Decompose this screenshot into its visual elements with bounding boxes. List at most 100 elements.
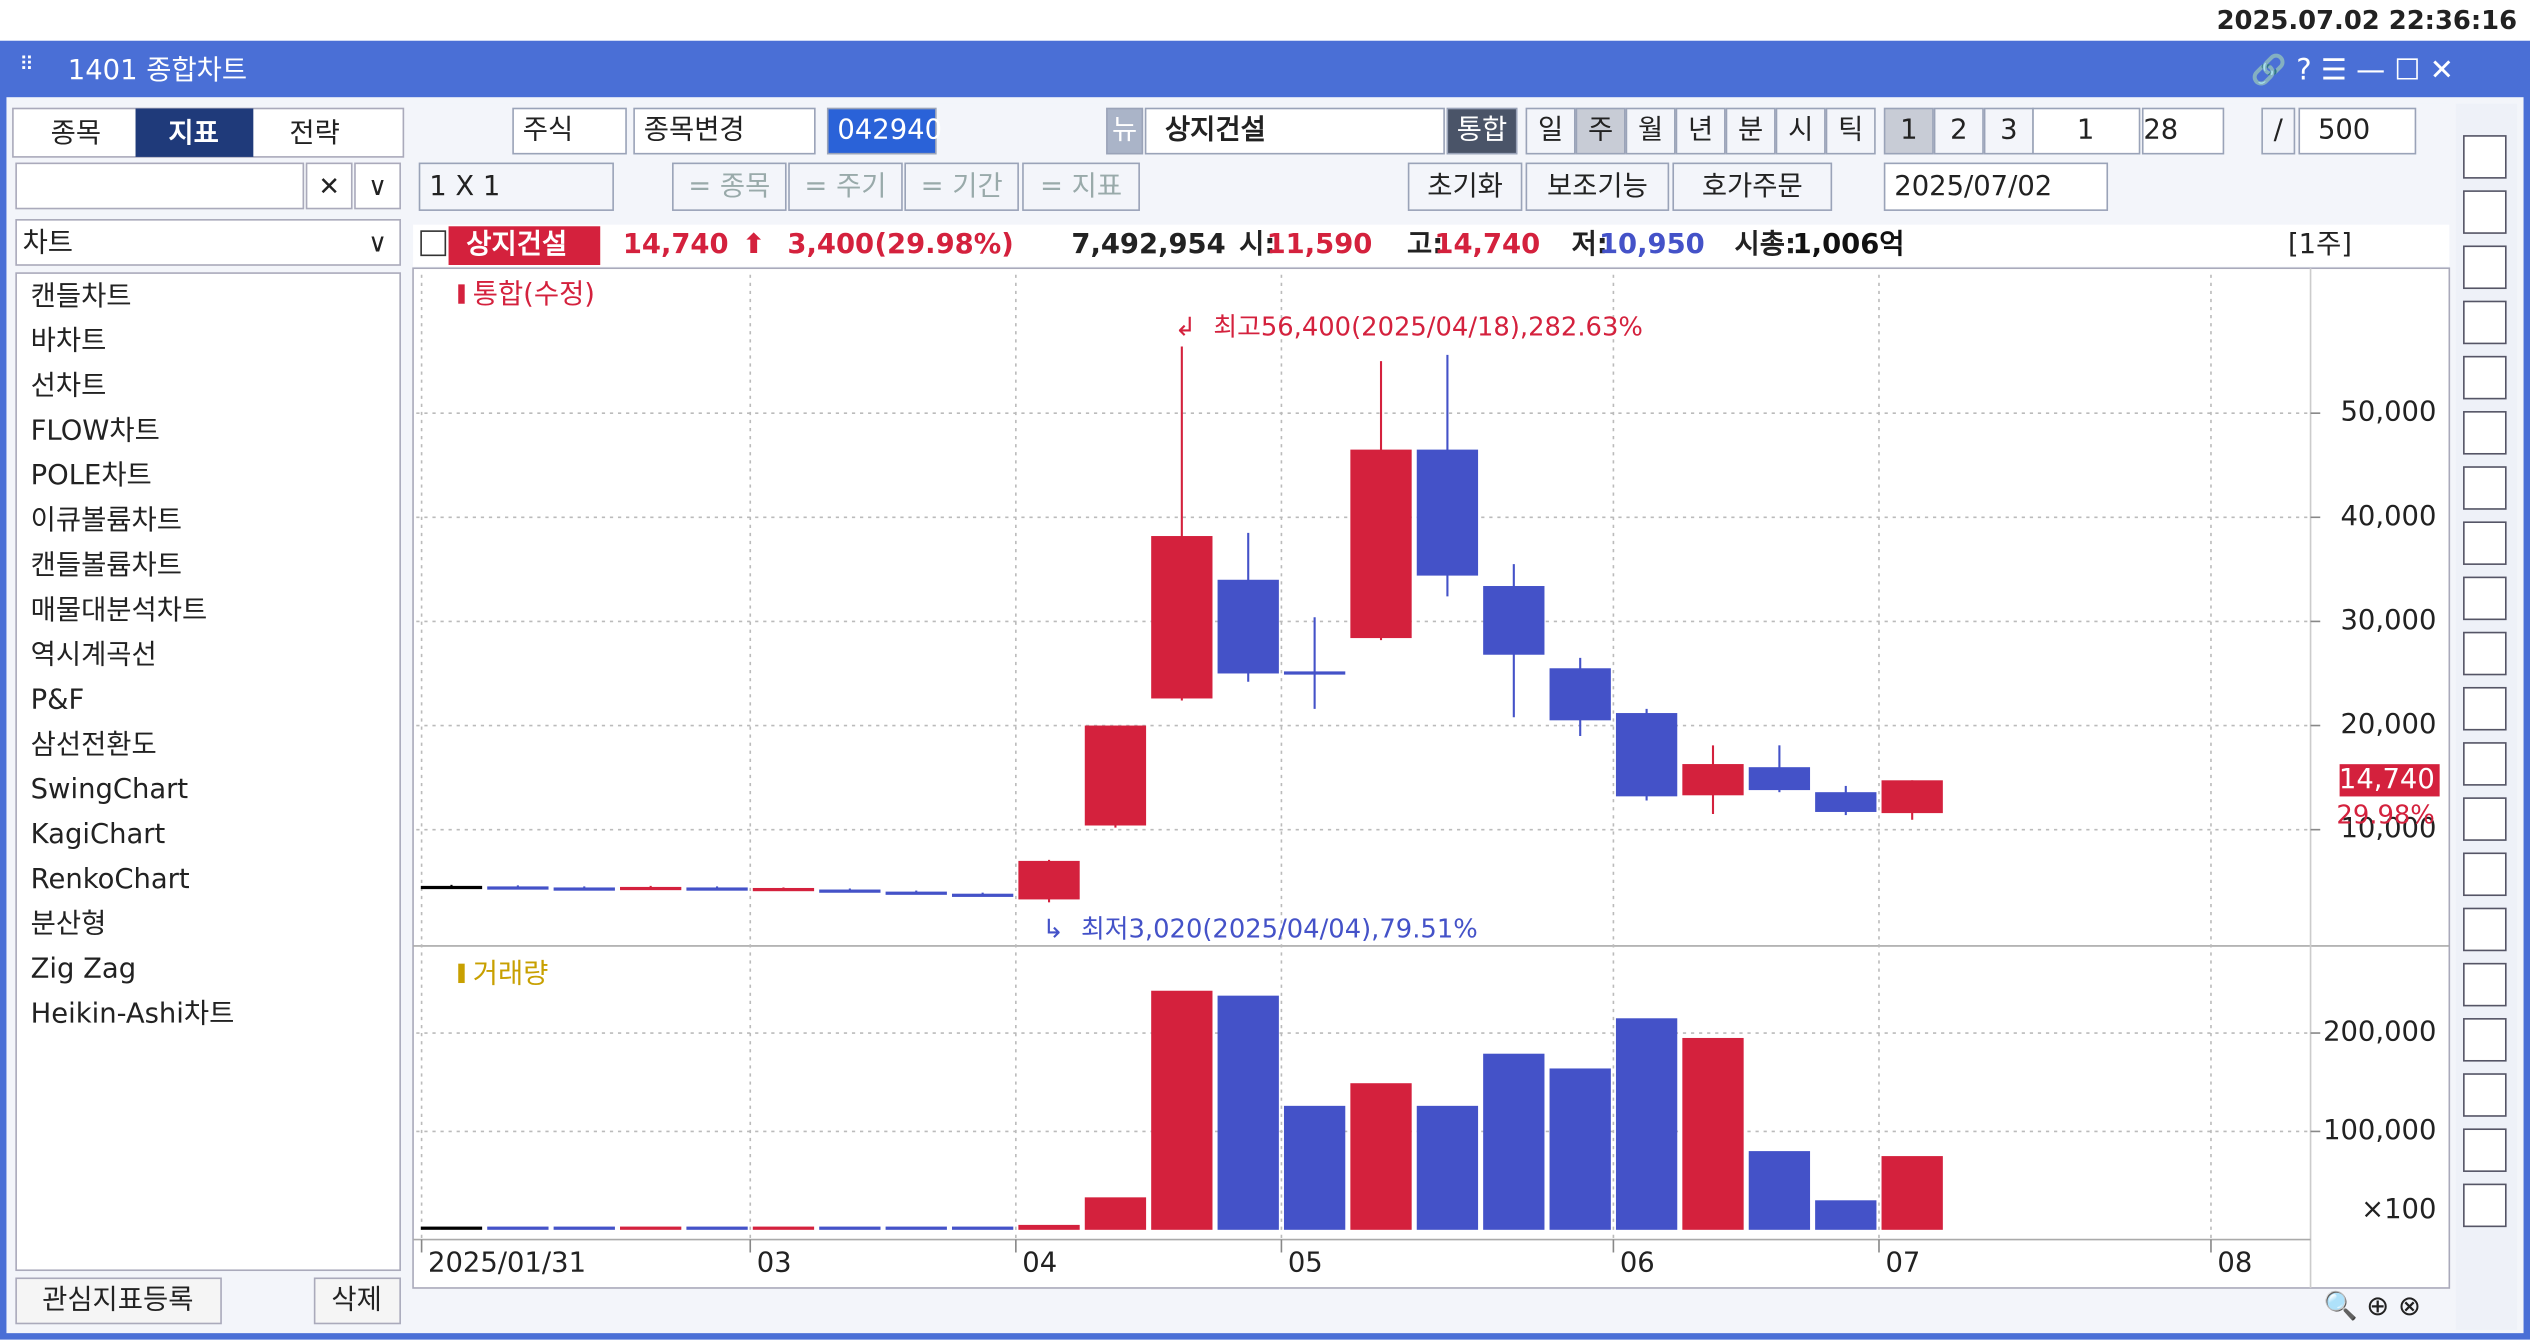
- chart-type-item[interactable]: POLE차트: [31, 460, 152, 491]
- menu-icon[interactable]: ⠿: [19, 52, 33, 75]
- tab[interactable]: 지표: [168, 118, 218, 149]
- toolbar-button[interactable]: [826, 107, 937, 155]
- tool-icon[interactable]: [2463, 190, 2507, 234]
- toolbar-button[interactable]: [1106, 107, 1144, 155]
- chart-type-item[interactable]: 바차트: [31, 326, 107, 357]
- stat-value: 10,950: [1599, 229, 1705, 260]
- tab[interactable]: 전략: [289, 118, 339, 149]
- toolbar-label: 뉴: [1112, 115, 1137, 146]
- toolbar-label: 3: [2000, 115, 2017, 146]
- toolbar-button[interactable]: [1525, 107, 1576, 155]
- tool-icon[interactable]: [2463, 245, 2507, 290]
- chart-type-item[interactable]: 삼선전환도: [31, 729, 157, 760]
- toolbar-button[interactable]: [2298, 107, 2417, 155]
- candle-body: [686, 887, 748, 891]
- toolbar-button[interactable]: [1883, 162, 2109, 211]
- chart-type-item[interactable]: FLOW차트: [31, 415, 160, 446]
- toolbar-label: 종목변경: [644, 115, 745, 146]
- tool-icon[interactable]: [2463, 631, 2507, 676]
- chart-type-item[interactable]: KagiChart: [31, 819, 166, 850]
- chart-type-item[interactable]: 캔들볼륨차트: [31, 550, 182, 581]
- tool-icon[interactable]: [2463, 686, 2507, 731]
- toolbar-button[interactable]: [512, 107, 627, 155]
- tool-icon[interactable]: [2463, 576, 2507, 621]
- toolbar-button[interactable]: [1725, 107, 1776, 155]
- chart-type-item[interactable]: 이큐볼륨차트: [31, 505, 182, 536]
- tab-active[interactable]: [135, 108, 254, 157]
- tool-icon[interactable]: [2463, 355, 2507, 400]
- tool-icon[interactable]: [2463, 1073, 2507, 1117]
- tool-icon[interactable]: [2463, 907, 2507, 952]
- chart-type-item[interactable]: 선차트: [31, 370, 107, 401]
- stock-name: 상지건설: [466, 229, 567, 260]
- toolbar-button[interactable]: [1407, 162, 1523, 211]
- chart-type-item[interactable]: 역시계곡선: [31, 640, 157, 671]
- tool-icon[interactable]: [2463, 135, 2507, 179]
- toolbar-button[interactable]: [904, 162, 1019, 211]
- toolbar-button[interactable]: [1983, 107, 2034, 155]
- toolbar-button[interactable]: [418, 162, 614, 211]
- tool-icon[interactable]: [2463, 1183, 2507, 1228]
- zoom-icons[interactable]: 🔍 ⊕ ⊗: [2323, 1288, 2420, 1322]
- toolbar-button[interactable]: [1883, 107, 1934, 155]
- volume-bar: [686, 1226, 748, 1230]
- toolbar-label: 보조기능: [1547, 171, 1648, 202]
- chart-type-item[interactable]: SwingChart: [31, 774, 189, 805]
- toolbar-button[interactable]: [1775, 107, 1826, 155]
- candle-body: [1682, 764, 1744, 796]
- tool-icon[interactable]: [2463, 1128, 2507, 1172]
- volume-bar: [1549, 1068, 1611, 1230]
- toolbar-button[interactable]: [2032, 107, 2141, 155]
- tool-icon[interactable]: [2463, 797, 2507, 841]
- volume-bar: [1151, 990, 1213, 1230]
- toolbar-button[interactable]: [633, 107, 816, 155]
- search-dropdown[interactable]: [354, 162, 401, 210]
- chart-type-item[interactable]: RenkoChart: [31, 864, 190, 895]
- clock: 2025.07.02 22:36:16: [2217, 6, 2518, 36]
- toolbar-button[interactable]: [1022, 162, 1140, 211]
- legend: 통합(수정): [473, 279, 595, 310]
- toolbar-button[interactable]: [1446, 107, 1518, 155]
- window-buttons[interactable]: 🔗 ? ☰ — ☐ ✕: [2251, 51, 2454, 87]
- chart-type-item[interactable]: Heikin-Ashi차트: [31, 998, 235, 1029]
- tool-icon[interactable]: [2463, 411, 2507, 455]
- legend: 거래량: [473, 958, 549, 989]
- chart-type-item[interactable]: 캔들차트: [31, 281, 132, 312]
- search-box[interactable]: [15, 162, 305, 210]
- chart-type-item[interactable]: Zig Zag: [31, 954, 136, 985]
- toolbar-button[interactable]: [1144, 107, 1445, 155]
- chart-type-item[interactable]: 분산형: [31, 909, 107, 940]
- clear-button[interactable]: [305, 162, 353, 210]
- toolbar-button[interactable]: [1525, 162, 1670, 211]
- tool-icon[interactable]: [2463, 1018, 2507, 1062]
- toolbar-button[interactable]: [1675, 107, 1726, 155]
- tool-icon[interactable]: [2463, 466, 2507, 510]
- tool-icon[interactable]: [2463, 521, 2507, 565]
- chart-type-item[interactable]: 매물대분석차트: [31, 595, 207, 626]
- chart-dropdown[interactable]: [15, 219, 401, 266]
- chart-type-item[interactable]: P&F: [31, 684, 85, 715]
- tool-icon[interactable]: [2463, 742, 2507, 786]
- toolbar-button[interactable]: [1672, 162, 1833, 211]
- tool-icon[interactable]: [2463, 852, 2507, 897]
- tab[interactable]: 종목: [51, 118, 101, 149]
- toolbar-button[interactable]: [672, 162, 787, 211]
- toolbar-button[interactable]: [1575, 107, 1626, 155]
- toolbar-button[interactable]: [1825, 107, 1876, 155]
- tool-icon[interactable]: [2463, 300, 2507, 345]
- toolbar-label: 1 X 1: [429, 171, 500, 202]
- tool-icon[interactable]: [2463, 962, 2507, 1007]
- toolbar-button[interactable]: [2141, 107, 2225, 155]
- register-button[interactable]: [15, 1277, 222, 1325]
- candle-body: [420, 885, 483, 890]
- toolbar-button[interactable]: [2261, 107, 2296, 155]
- toolbar-button[interactable]: [788, 162, 903, 211]
- checkbox[interactable]: [420, 230, 447, 257]
- toolbar-button[interactable]: [1625, 107, 1676, 155]
- volume-bar: [1483, 1053, 1545, 1230]
- up-arrow: ⬆: [742, 229, 765, 260]
- delete-button[interactable]: [313, 1277, 401, 1325]
- window-controls[interactable]: 🔗 ? ☰ — ☐ ✕: [2251, 51, 2454, 87]
- toolbar-button[interactable]: [1933, 107, 1984, 155]
